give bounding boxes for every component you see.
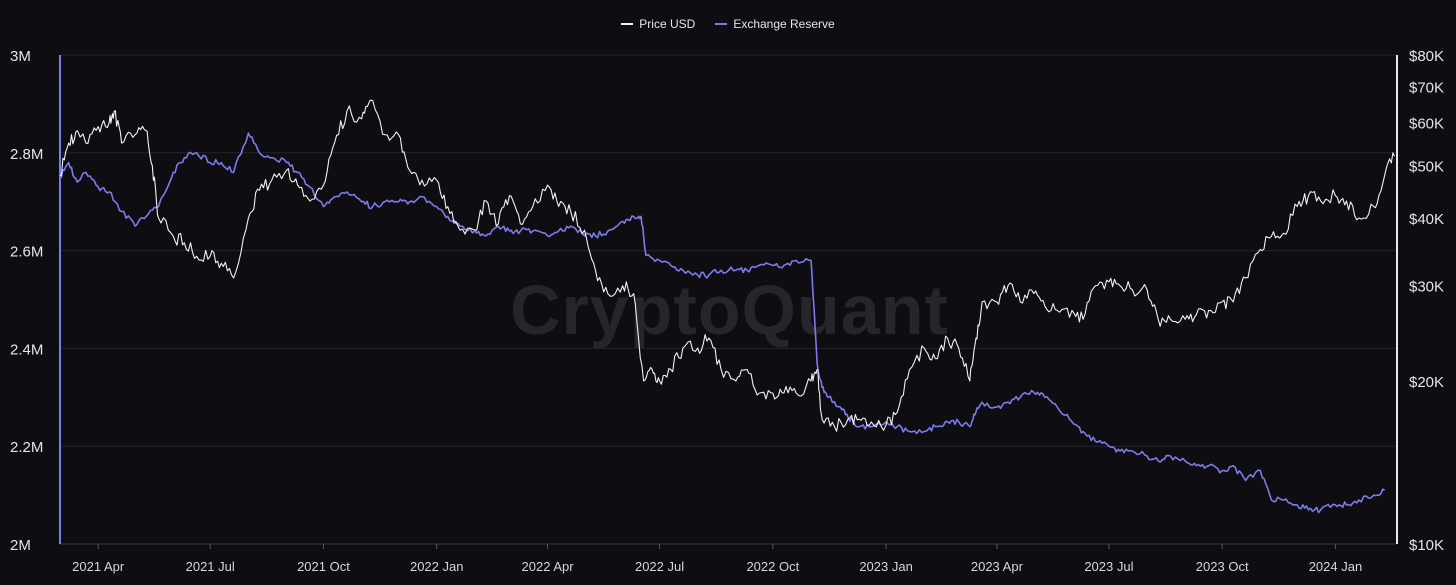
y-right-tick-label: $20K [1409,374,1444,391]
y-left-tick-label: 2.6M [10,244,43,261]
y-right-tick-label: $80K [1409,48,1444,65]
x-tick-label: 2024 Jan [1309,559,1363,574]
tick-labels: 3M 2.8M 2.6M 2.4M 2.2M 2M $80K $70K $60K $50K $40K… [10,48,1444,574]
x-tick-label: 2022 Oct [746,559,799,574]
axes [59,55,1398,549]
series-lines [59,99,1396,514]
x-tick-label: 2023 Apr [971,559,1024,574]
y-right-tick-label: $50K [1409,159,1444,176]
y-right-tick-label: $10K [1409,537,1444,554]
legend-label-price: Price USD [639,17,696,31]
y-right-tick-label: $70K [1409,79,1444,96]
x-tick-label: 2023 Jan [859,559,913,574]
legend-item-reserve[interactable]: Exchange Reserve [715,17,835,31]
legend: Price USD Exchange Reserve [0,17,1456,31]
y-left-tick-label: 2.4M [10,341,43,358]
y-left-tick-label: 2.8M [10,146,43,163]
x-tick-label: 2022 Apr [522,559,575,574]
y-right-tick-label: $30K [1409,279,1444,296]
x-tick-label: 2022 Jul [635,559,684,574]
y-right-tick-label: $60K [1409,116,1444,133]
grid-lines [60,54,1397,545]
series-line-price-usd[interactable] [59,99,1396,432]
series-line-exchange-reserve[interactable] [60,132,1386,514]
y-left-tick-label: 3M [10,48,31,65]
x-tick-label: 2023 Jul [1084,559,1133,574]
x-tick-label: 2021 Jul [186,559,235,574]
y-left-tick-label: 2.2M [10,439,43,456]
x-tick-label: 2021 Oct [297,559,350,574]
legend-swatch-reserve [715,23,728,25]
legend-item-price[interactable]: Price USD [621,17,695,31]
y-right-tick-label: $40K [1409,211,1444,228]
legend-label-reserve: Exchange Reserve [733,17,835,31]
y-left-tick-label: 2M [10,537,31,554]
x-tick-label: 2023 Oct [1196,559,1249,574]
x-tick-label: 2022 Jan [410,559,464,574]
legend-swatch-price [621,23,634,25]
x-tick-label: 2021 Apr [72,559,125,574]
